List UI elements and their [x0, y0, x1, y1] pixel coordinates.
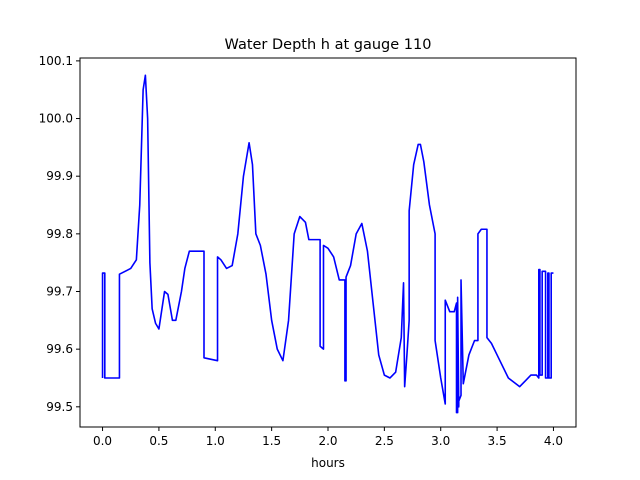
plot-frame — [79, 57, 577, 428]
series-layer — [101, 74, 554, 414]
x-tick-label: 1.5 — [262, 434, 281, 448]
x-tick-label: 2.5 — [375, 434, 394, 448]
x-axis-label: hours — [311, 456, 345, 470]
y-tick-label: 100.1 — [39, 54, 73, 68]
x-tick-label: 2.0 — [318, 434, 337, 448]
x-tick-label: 1.0 — [206, 434, 225, 448]
series-line-0 — [101, 74, 554, 414]
x-tick-label: 0.5 — [149, 434, 168, 448]
y-tick-label: 99.7 — [46, 285, 73, 299]
y-tick-label: 99.8 — [46, 227, 73, 241]
x-axis: 0.0 0.5 1.0 1.5 2.0 2.5 3.0 3.5 4.0 — [93, 427, 563, 448]
y-tick-label: 99.9 — [46, 169, 73, 183]
x-tick-label: 3.5 — [488, 434, 507, 448]
chart-title: Water Depth h at gauge 110 — [225, 37, 432, 53]
y-tick-label: 99.6 — [46, 342, 73, 356]
x-tick-label: 4.0 — [544, 434, 563, 448]
y-axis: 99.5 99.6 99.7 99.8 99.9 100.0 100.1 — [39, 54, 80, 414]
x-tick-label: 3.0 — [431, 434, 450, 448]
y-tick-label: 100.0 — [39, 112, 73, 126]
x-tick-label: 0.0 — [93, 434, 112, 448]
y-tick-label: 99.5 — [46, 400, 73, 414]
